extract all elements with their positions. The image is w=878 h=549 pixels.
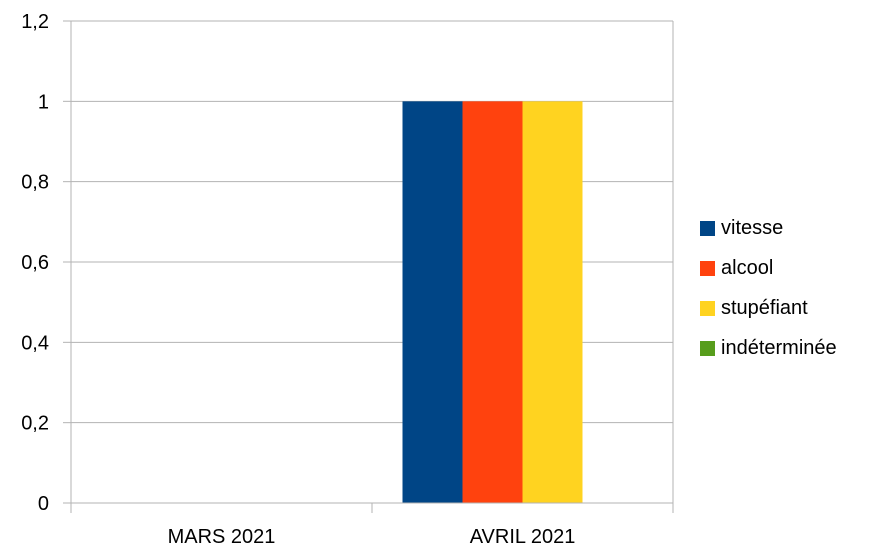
bar <box>402 101 463 503</box>
axes <box>63 20 674 513</box>
legend-swatch <box>700 300 715 316</box>
y-tick-label: 1,2 <box>21 11 49 33</box>
x-tick-labels: MARS 2021 AVRIL 2021 <box>168 526 576 548</box>
legend-label: alcool <box>721 256 774 279</box>
x-tick-label: MARS 2021 <box>168 526 276 548</box>
x-tick-label: AVRIL 2021 <box>470 526 576 548</box>
legend: vitesse alcool stupéfiant indéterminée <box>700 208 837 368</box>
y-tick-label: 0,8 <box>21 172 49 194</box>
bar <box>522 101 583 503</box>
legend-item-vitesse: vitesse <box>700 208 837 248</box>
legend-swatch <box>700 260 715 276</box>
y-tick-label: 0,6 <box>21 252 49 274</box>
legend-label: vitesse <box>721 216 784 239</box>
y-tick-label: 1 <box>38 91 49 113</box>
bar <box>462 101 523 503</box>
legend-item-indeterminee: indéterminée <box>700 328 837 368</box>
y-tick-label: 0 <box>38 493 49 515</box>
y-tick-labels: 0 0,2 0,4 0,6 0,8 1 1,2 <box>21 11 49 515</box>
y-tick-label: 0,4 <box>21 332 49 354</box>
legend-swatch <box>700 220 715 236</box>
legend-label: stupéfiant <box>721 296 808 319</box>
y-tick-label: 0,2 <box>21 413 49 435</box>
bars <box>402 101 583 503</box>
legend-label: indéterminée <box>721 336 837 359</box>
gridlines <box>71 20 673 504</box>
legend-item-stupefiant: stupéfiant <box>700 288 837 328</box>
legend-item-alcool: alcool <box>700 248 837 288</box>
legend-swatch <box>700 340 715 356</box>
